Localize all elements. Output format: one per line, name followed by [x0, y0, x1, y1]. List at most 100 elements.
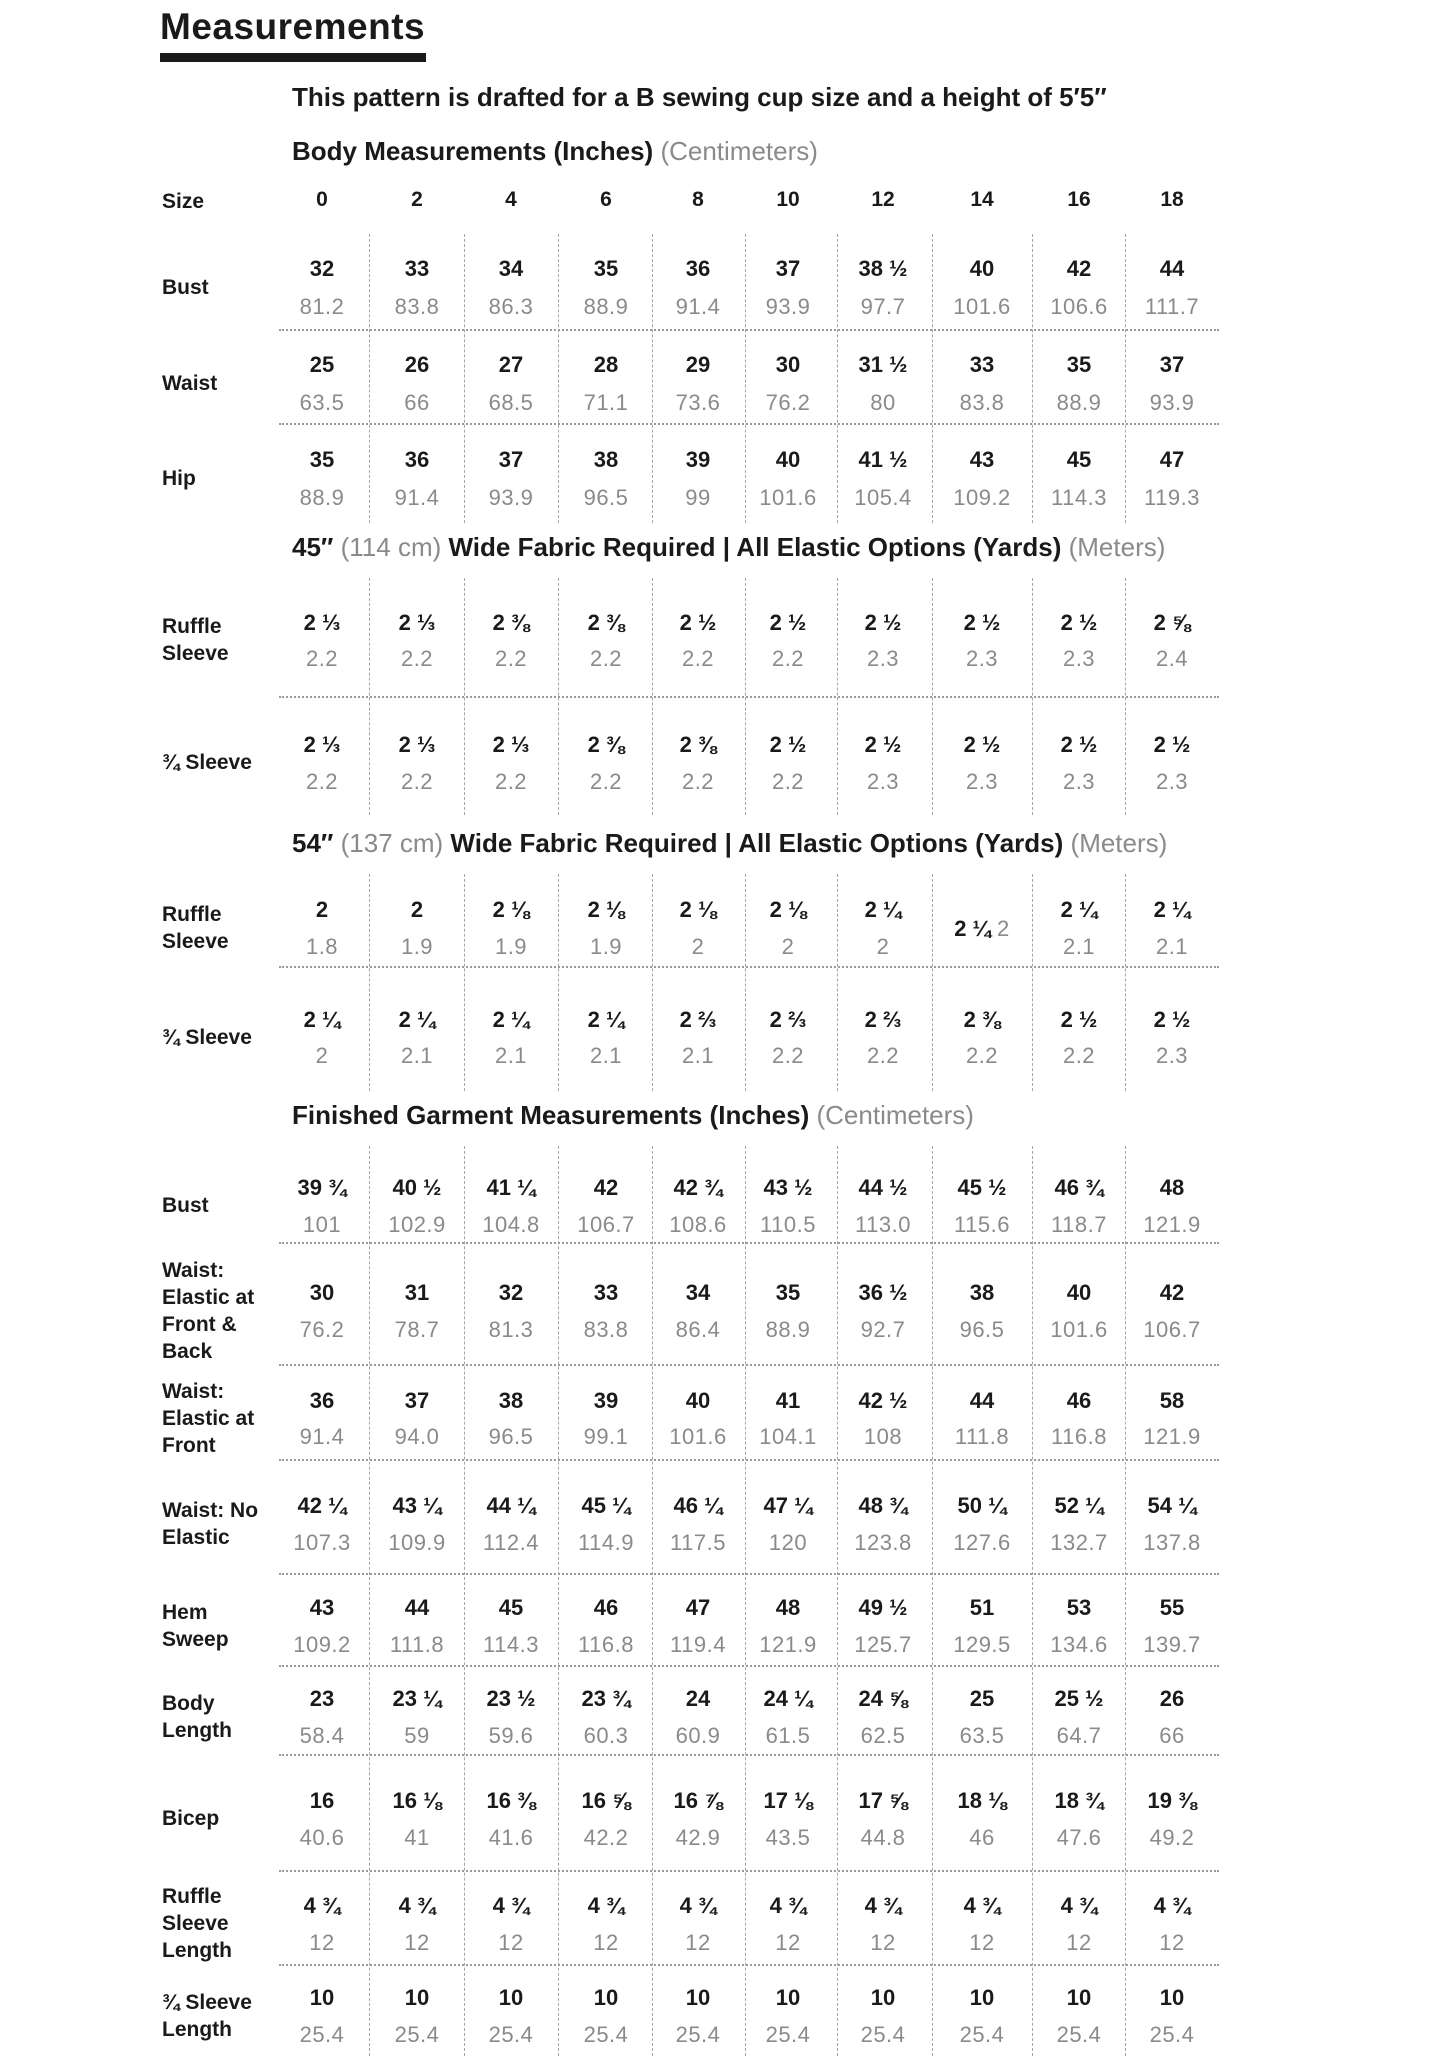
value-metric: 59: [404, 1723, 430, 1748]
value-metric: 63.5: [959, 1723, 1005, 1748]
row-label: Ruffle Sleeve: [162, 613, 272, 667]
row-label-line: Ruffle: [162, 615, 222, 638]
row-label-line: ¾ Sleeve: [162, 1025, 252, 1049]
value-inches: 2 ⅛: [492, 897, 530, 922]
value-inches: 10: [775, 1985, 801, 2010]
value-metric: 88.9: [1056, 390, 1102, 415]
row-label: Bicep: [162, 1805, 272, 1832]
value-metric: 99: [685, 485, 711, 510]
value-metric: 68.5: [488, 390, 534, 415]
value-inches: 38: [969, 1280, 995, 1305]
heading-width: 45″: [292, 532, 334, 562]
value-inches: 55: [1159, 1595, 1185, 1620]
value-metric: 114.3: [483, 1632, 539, 1657]
value-metric: 106.6: [1050, 294, 1108, 319]
value-metric: 106.7: [1143, 1317, 1201, 1342]
row-label-line: Bust: [162, 1194, 209, 1217]
value-metric: 114.3: [1051, 485, 1107, 510]
value-metric: 111.8: [954, 1424, 1010, 1449]
value-inches: 2 ½: [864, 610, 902, 635]
value-inches: 43: [969, 447, 995, 472]
value-inches: 53: [1066, 1595, 1092, 1620]
value-inches: 2: [315, 897, 329, 922]
value-inches: 33: [593, 1280, 619, 1305]
value-inches: 42: [1159, 1280, 1185, 1305]
section-heading: Finished Garment Measurements (Inches) (…: [292, 1100, 974, 1131]
value-metric: 121.9: [1143, 1424, 1201, 1449]
value-metric: 2: [876, 934, 890, 959]
value-inches: 48: [775, 1595, 801, 1620]
value-metric: 116.8: [1051, 1424, 1107, 1449]
value-inches: 2 ½: [1060, 732, 1098, 757]
value-metric: 101.6: [759, 485, 817, 510]
column-divider: [932, 234, 933, 523]
value-metric: 12: [1159, 1930, 1185, 1955]
heading-unit: (Meters): [1068, 532, 1166, 562]
column-divider: [1125, 234, 1126, 523]
value-metric: 64.7: [1056, 1723, 1102, 1748]
value-inches: 37: [404, 1388, 430, 1413]
column-divider: [1032, 234, 1033, 523]
value-inches: 34: [498, 256, 524, 281]
value-metric: 25.4: [299, 2022, 345, 2047]
value-metric: 117.5: [670, 1530, 726, 1555]
value-metric: 1.8: [305, 934, 339, 959]
value-metric: 129.5: [953, 1632, 1011, 1657]
value-inches: 2 ¼: [1153, 897, 1191, 922]
column-divider: [837, 234, 838, 523]
row-label-line: Sweep: [162, 1627, 229, 1651]
value-inches: 48 ¾: [858, 1493, 908, 1518]
value-inches: 16: [309, 1788, 335, 1813]
value-metric: 81.3: [488, 1317, 534, 1342]
value-metric: 91.4: [394, 485, 440, 510]
value-inches: 10: [1159, 1985, 1185, 2010]
value-inches: 19 ⅜: [1147, 1788, 1197, 1813]
heading-width-cm: (114 cm): [340, 532, 442, 562]
value-metric: 118.7: [1051, 1212, 1107, 1237]
value-metric: 41.6: [488, 1825, 534, 1850]
value-inches: 2 ½: [864, 732, 902, 757]
value-metric: 2.2: [400, 646, 434, 671]
section-heading: 45″ (114 cm) Wide Fabric Required | All …: [292, 532, 1165, 563]
value-metric: 73.6: [675, 390, 721, 415]
value-inches: 45: [1066, 447, 1092, 472]
value-metric: 101: [302, 1212, 342, 1237]
value-inches: 2 ½: [1060, 610, 1098, 635]
size-header: 6: [600, 188, 612, 211]
value-metric: 2.3: [1155, 769, 1189, 794]
value-inches: 2 ½: [1060, 1007, 1098, 1032]
value-metric: 25.4: [959, 2022, 1005, 2047]
row-label-line: Length: [162, 1718, 232, 1742]
value-inches: 42 ¾: [673, 1175, 723, 1200]
value-metric: 2.2: [589, 769, 623, 794]
value-inches: 36 ½: [858, 1280, 908, 1305]
value-metric: 71.1: [583, 390, 629, 415]
row-label-line: Elastic: [162, 1525, 230, 1549]
value-metric: 2.3: [866, 646, 900, 671]
value-inches: 16 ⅛: [392, 1788, 442, 1813]
value-inches: 26: [1159, 1686, 1185, 1711]
value-metric: 1.9: [400, 934, 434, 959]
value-inches: 40: [1066, 1280, 1092, 1305]
value-metric: 134.6: [1050, 1632, 1108, 1657]
value-metric: 12: [498, 1930, 524, 1955]
page-title: Measurements: [160, 6, 426, 47]
value-metric: 61.5: [765, 1723, 811, 1748]
value-inches: 24 ⅝: [858, 1686, 908, 1711]
value-inches: 18 ⅛: [957, 1788, 1007, 1813]
heading-width-cm: (137 cm): [340, 828, 444, 858]
value-inches: 37: [1159, 352, 1185, 377]
value-inches: 10: [969, 1985, 995, 2010]
value-metric: 25.4: [675, 2022, 721, 2047]
value-metric: 88.9: [765, 1317, 811, 1342]
value-metric: 58.4: [299, 1723, 345, 1748]
value-metric: 132.7: [1050, 1530, 1108, 1555]
value-metric: 86.3: [488, 294, 534, 319]
heading-width: 54″: [292, 828, 334, 858]
row-divider: [279, 696, 1219, 698]
value-inches: 23 ¼: [392, 1686, 442, 1711]
value-metric: 2: [691, 934, 705, 959]
column-divider: [837, 1146, 838, 2056]
value-metric: 116.8: [578, 1632, 634, 1657]
row-label: ¾ Sleeve Length: [162, 1989, 272, 2043]
